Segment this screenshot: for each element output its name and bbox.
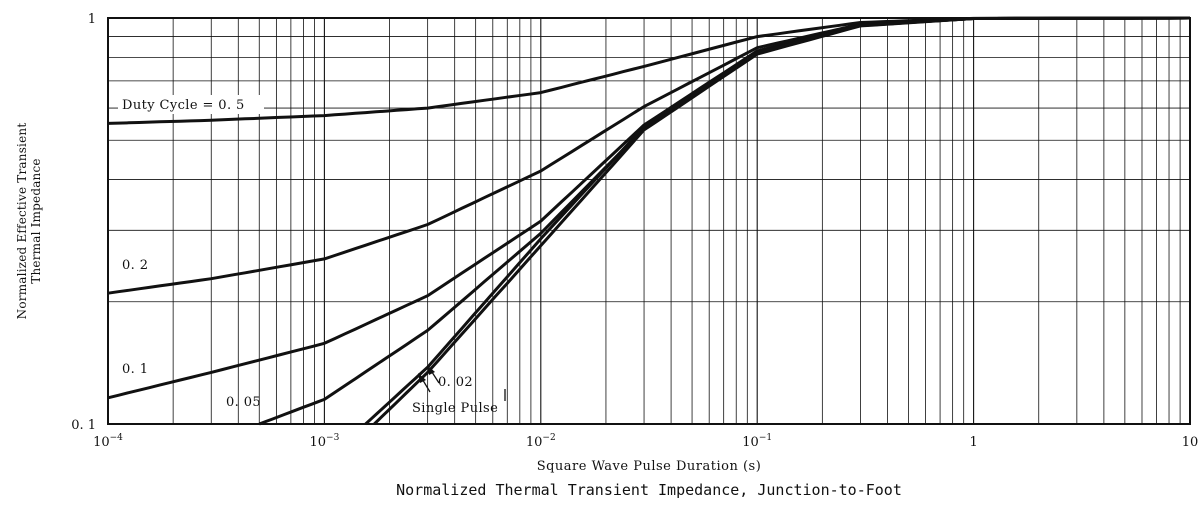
x-tick-label: 1	[969, 435, 977, 450]
series-annotation-label: 0. 1	[122, 362, 148, 377]
series-line	[107, 16, 1191, 295]
y-tick-label: 1	[88, 12, 96, 27]
x-tick-label: 10−2	[526, 433, 556, 450]
leader-arrowhead-single-pulse	[418, 373, 426, 383]
y-axis-label-line-2: Thermal Impedance	[29, 158, 43, 284]
series-annotation-label: 0. 2	[122, 258, 148, 273]
x-tick-label: 10−4	[93, 433, 123, 450]
y-axis-label: Normalized Effective Transient Thermal I…	[6, 18, 52, 424]
series-annotation-label: 0. 02	[438, 375, 473, 390]
y-tick-label: 0. 1	[71, 418, 96, 433]
leader-arrowhead-0-02	[427, 365, 435, 375]
plot-frame	[107, 17, 1191, 425]
y-axis-label-line-1: Normalized Effective Transient	[15, 122, 29, 320]
x-tick-label: 10	[1182, 435, 1199, 450]
series-line	[373, 16, 1191, 426]
series-line	[364, 16, 1191, 426]
series-annotation-label: 0. 05	[226, 395, 261, 410]
chart-caption: Normalized Thermal Transient Impedance, …	[396, 481, 902, 499]
x-tick-label: 10−1	[742, 433, 772, 450]
series-annotation-label: Duty Cycle = 0. 5	[122, 98, 245, 113]
x-tick-label: 10−3	[309, 433, 339, 450]
series-annotation-label: Single Pulse	[412, 401, 498, 416]
series-line	[107, 16, 1191, 400]
x-axis-label: Square Wave Pulse Duration (s)	[536, 459, 762, 474]
series-line	[258, 16, 1191, 426]
annotation-background	[118, 95, 264, 114]
series-line	[107, 16, 1190, 125]
